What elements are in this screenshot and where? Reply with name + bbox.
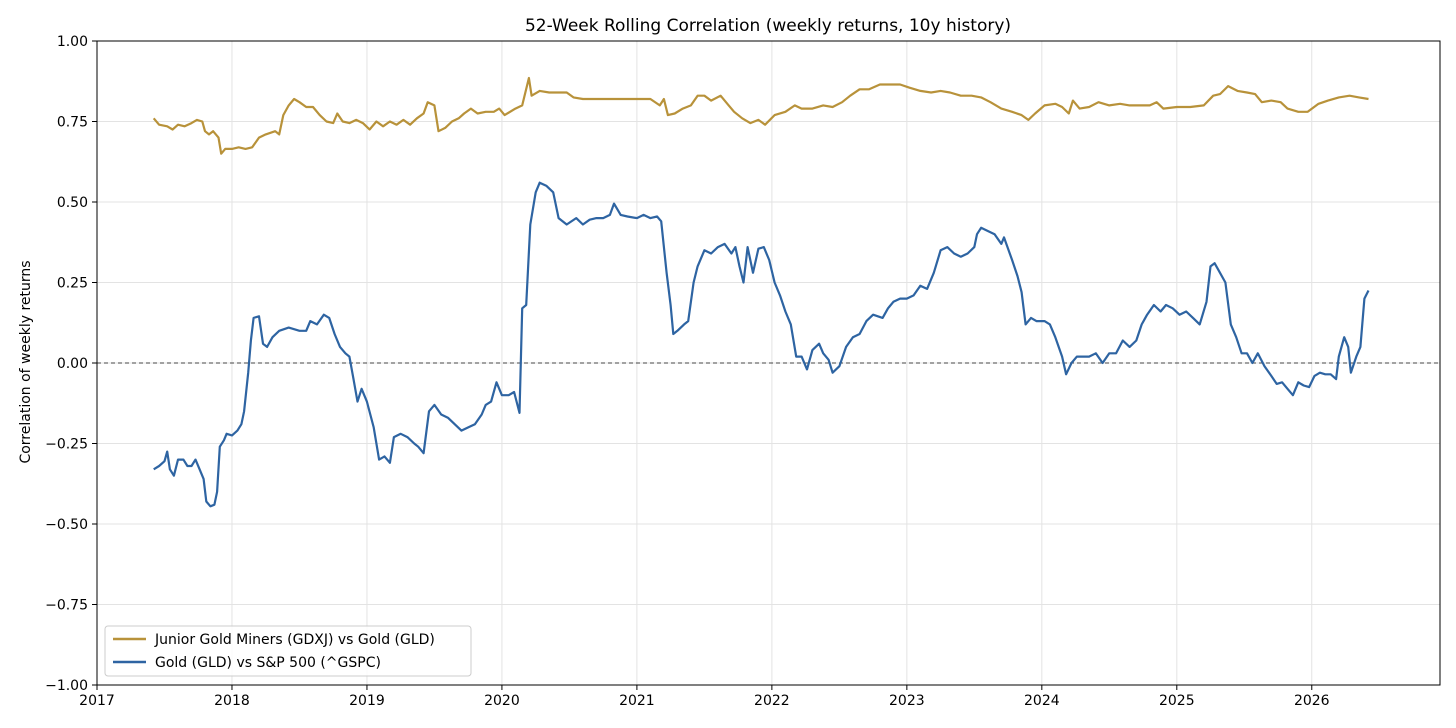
series-layer bbox=[152, 76, 1370, 508]
x-tick-label: 2018 bbox=[214, 693, 250, 709]
legend-box bbox=[104, 625, 472, 677]
series-line-gdxj-vs-gld bbox=[152, 76, 1369, 155]
legend-label-gld: Gold (GLD) vs S&P 500 (^GSPC) bbox=[155, 655, 381, 671]
x-tick-label: 2026 bbox=[1294, 693, 1330, 709]
legend-label-gdxj: Junior Gold Miners (GDXJ) vs Gold (GLD) bbox=[154, 632, 435, 648]
x-tick-label: 2019 bbox=[349, 693, 385, 709]
x-tick-label: 2021 bbox=[619, 693, 655, 709]
legend: Junior Gold Miners (GDXJ) vs Gold (GLD) … bbox=[104, 625, 472, 677]
y-tick-label: −0.75 bbox=[45, 598, 88, 614]
y-tick-label: −0.25 bbox=[45, 437, 88, 453]
y-axis-label: Correlation of weekly returns bbox=[18, 260, 34, 463]
x-tick-label: 2017 bbox=[79, 693, 115, 709]
y-tick-label: −0.50 bbox=[45, 517, 88, 533]
chart-title: 52-Week Rolling Correlation (weekly retu… bbox=[525, 16, 1011, 36]
y-tick-label: 0.50 bbox=[57, 195, 88, 211]
y-tick-label: 0.75 bbox=[57, 115, 88, 131]
x-axis: 2017 2018 2019 2020 2021 2022 2023 2024 2025 2026 bbox=[79, 685, 1330, 709]
x-tick-label: 2025 bbox=[1159, 693, 1195, 709]
y-tick-label: 0.00 bbox=[57, 356, 88, 372]
x-tick-label: 2023 bbox=[889, 693, 925, 709]
y-axis: 1.00 0.75 0.50 0.25 0.00 −0.25 −0.50 −0.75 −1.00 bbox=[45, 34, 97, 694]
x-tick-label: 2022 bbox=[754, 693, 790, 709]
y-tick-label: −1.00 bbox=[45, 678, 88, 694]
y-tick-label: 1.00 bbox=[57, 34, 88, 50]
x-tick-label: 2024 bbox=[1024, 693, 1060, 709]
series-line-gld-vs-spx bbox=[153, 181, 1370, 508]
x-tick-label: 2020 bbox=[484, 693, 520, 709]
y-tick-label: 0.25 bbox=[57, 276, 88, 292]
